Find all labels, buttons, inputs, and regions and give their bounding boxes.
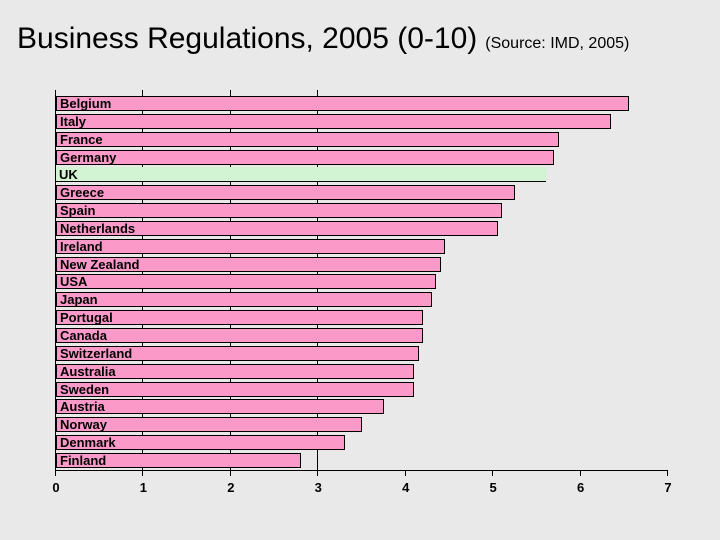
tick-label-1: 1 [139,480,148,495]
bar-greece: Greece [56,185,515,201]
chart-source-note: (Source: IMD, 2005) [485,35,630,52]
bar-label-germany: Germany [60,149,117,165]
bar-row: Denmark [56,435,668,451]
tick-label-6: 6 [576,480,585,495]
bar-row: Germany [56,149,668,165]
bar-label-sweden: Sweden [60,381,110,397]
tick-6 [579,471,581,476]
bar-label-japan: Japan [60,292,98,308]
tick-0 [55,471,56,476]
tick-label-7: 7 [664,480,672,495]
tick-label-4: 4 [402,480,410,495]
bar-sweden: Sweden [56,381,415,397]
bar-spain: Spain [56,203,502,219]
bar-row: Spain [56,203,668,219]
bar-label-italy: Italy [60,113,87,129]
tick-5 [492,471,494,476]
bar-chart: Belgium Italy France Germany UK Greece Spain Ne… [52,90,672,495]
bar-row: Italy [56,113,668,129]
tick-label-3: 3 [314,480,322,495]
bar-uk: UK [56,166,546,183]
bar-usa: USA [56,274,437,290]
tick-4 [404,471,406,476]
bar-row: Norway [56,417,668,433]
bar-label-switzerland: Switzerland [60,345,133,361]
bar-new-zealand: New Zealand [56,256,441,272]
tick-7 [667,471,668,476]
bar-label-ireland: Ireland [60,238,103,254]
tick-1 [142,471,144,476]
bar-france: France [56,131,559,147]
bar-row: Australia [56,363,668,379]
tick-label-5: 5 [489,480,497,495]
bar-belgium: Belgium [56,96,629,111]
bar-row: Canada [56,327,668,343]
bar-label-greece: Greece [60,185,105,201]
bar-row: Sweden [56,381,668,397]
bar-label-new-zealand: New Zealand [60,256,140,272]
bar-row: UK [56,166,668,183]
bar-label-netherlands: Netherlands [60,220,136,236]
bar-row: New Zealand [56,256,668,272]
bar-row: USA [56,274,668,290]
bar-norway: Norway [56,417,362,433]
bar-finland: Finland [56,452,301,468]
bar-portugal: Portugal [56,310,424,326]
bar-label-france: France [60,131,103,147]
tick-label-0: 0 [52,480,60,495]
chart-title: Business Regulations, 2005 (0-10) [17,22,478,55]
bar-row: Finland [56,452,668,468]
bar-canada: Canada [56,327,424,343]
bar-italy: Italy [56,113,612,129]
tick-2 [229,471,231,476]
page-title: Business Regulations, 2005 (0-10) (Sourc… [17,22,710,56]
bar-row: Portugal [56,310,668,326]
bar-germany: Germany [56,149,555,165]
bar-row: Netherlands [56,220,668,236]
bar-row: Belgium [56,96,668,111]
bar-row: Switzerland [56,345,668,361]
bar-row: Ireland [56,238,668,254]
bar-ireland: Ireland [56,238,446,254]
bar-label-uk: UK [59,166,78,182]
bar-row: Austria [56,399,668,415]
bar-label-denmark: Denmark [60,435,116,451]
bar-row: Greece [56,185,668,201]
bar-label-finland: Finland [60,452,107,468]
bar-label-spain: Spain [60,203,96,219]
bar-label-usa: USA [60,274,88,290]
bar-japan: Japan [56,292,432,308]
bar-label-australia: Australia [60,363,116,379]
bar-label-austria: Austria [60,399,105,415]
bar-austria: Austria [56,399,384,415]
bar-denmark: Denmark [56,435,345,451]
bar-australia: Australia [56,363,415,379]
bar-label-norway: Norway [60,417,107,433]
bar-label-belgium: Belgium [60,96,112,111]
bar-switzerland: Switzerland [56,345,419,361]
bar-row: France [56,131,668,147]
bar-netherlands: Netherlands [56,220,498,236]
tick-label-2: 2 [227,480,235,495]
tick-3 [317,471,319,476]
bar-label-portugal: Portugal [60,310,113,326]
bar-row: Japan [56,292,668,308]
bar-label-canada: Canada [60,327,107,343]
bars-area: Belgium Italy France Germany UK Greece Spain Ne… [56,96,668,468]
